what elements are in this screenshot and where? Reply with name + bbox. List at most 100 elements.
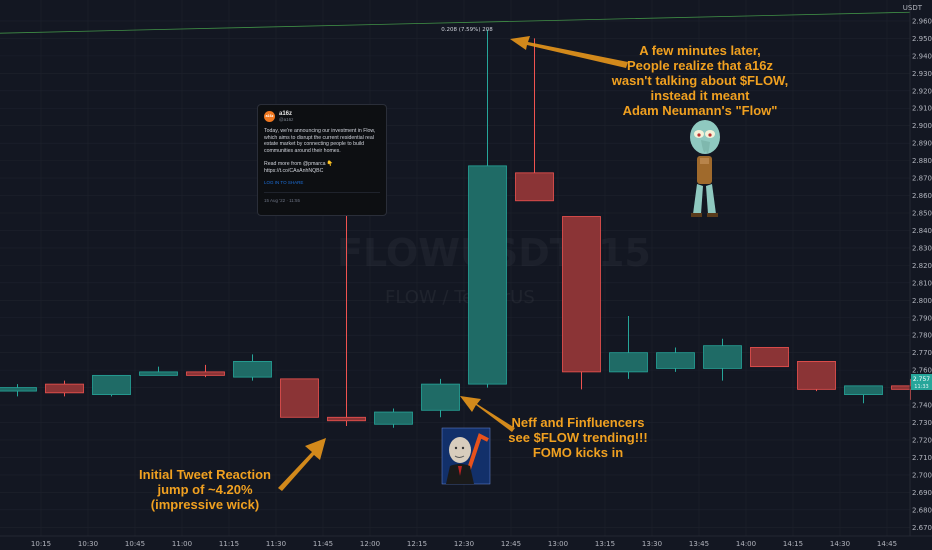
svg-text:(impressive wick): (impressive wick) bbox=[151, 497, 259, 512]
x-tick-label: 10:45 bbox=[125, 540, 145, 548]
x-tick-label: 13:00 bbox=[548, 540, 568, 548]
y-tick-label: 2.770 bbox=[912, 349, 932, 357]
y-tick-label: 2.700 bbox=[912, 471, 932, 479]
x-tick-label: 14:15 bbox=[783, 540, 803, 548]
current-price: 2.757 bbox=[913, 376, 930, 383]
y-tick-label: 2.820 bbox=[912, 262, 932, 270]
stonks-meme-sticker-icon bbox=[441, 427, 491, 485]
x-tick-label: 10:15 bbox=[31, 540, 51, 548]
y-tick-label: 2.940 bbox=[912, 52, 932, 60]
svg-text:wasn't talking about $FLOW,: wasn't talking about $FLOW, bbox=[611, 73, 788, 88]
y-tick-label: 2.710 bbox=[912, 454, 932, 462]
annotation-fomo: Neff and Finfluencers see $FLOW trending… bbox=[508, 415, 647, 460]
candle-body bbox=[750, 347, 789, 368]
y-tick-label: 2.890 bbox=[912, 140, 932, 148]
currency-label: USDT bbox=[903, 4, 923, 12]
svg-text:instead it meant: instead it meant bbox=[651, 88, 751, 103]
squidward-sticker-icon bbox=[690, 120, 720, 217]
y-tick-label: 2.720 bbox=[912, 436, 932, 444]
tweet-date: 15 Aug '22 · 11:55 bbox=[264, 191, 380, 205]
y-tick-label: 2.780 bbox=[912, 332, 932, 340]
x-tick-label: 14:00 bbox=[736, 540, 756, 548]
y-tick-label: 2.830 bbox=[912, 244, 932, 252]
annotation-realization: A few minutes later, People realize that… bbox=[611, 43, 788, 118]
y-tick-label: 2.740 bbox=[912, 402, 932, 410]
x-tick-label: 13:30 bbox=[642, 540, 662, 548]
candle-body bbox=[327, 416, 366, 422]
x-tick-label: 12:45 bbox=[501, 540, 521, 548]
y-tick-label: 2.920 bbox=[912, 87, 932, 95]
candle-body bbox=[280, 378, 319, 418]
y-tick-label: 2.800 bbox=[912, 297, 932, 305]
candle-body bbox=[609, 352, 648, 373]
x-tick-label: 13:45 bbox=[689, 540, 709, 548]
tweet-card: a16z a16z @a16z Today, we're announcing … bbox=[257, 104, 387, 216]
candle-body bbox=[797, 361, 836, 390]
svg-text:see $FLOW trending!!!: see $FLOW trending!!! bbox=[508, 430, 647, 445]
x-tick-label: 14:30 bbox=[830, 540, 850, 548]
y-tick-label: 2.690 bbox=[912, 489, 932, 497]
x-tick-label: 13:15 bbox=[595, 540, 615, 548]
x-tick-label: 14:45 bbox=[877, 540, 897, 548]
candle-body bbox=[0, 387, 37, 392]
annotation-initial-reaction: Initial Tweet Reaction jump of ~4.20% (i… bbox=[139, 467, 271, 512]
x-tick-label: 12:00 bbox=[360, 540, 380, 548]
tweet-share-link[interactable]: LOG IN TO SHARE bbox=[264, 180, 304, 186]
svg-text:Initial Tweet Reaction: Initial Tweet Reaction bbox=[139, 467, 271, 482]
y-tick-label: 2.910 bbox=[912, 105, 932, 113]
tweet-author-handle: @a16z bbox=[279, 117, 294, 122]
y-tick-label: 2.840 bbox=[912, 227, 932, 235]
y-tick-label: 2.680 bbox=[912, 506, 932, 514]
y-tick-label: 2.960 bbox=[912, 17, 932, 25]
candle-body bbox=[233, 361, 272, 378]
tweet-author-name: a16z bbox=[279, 111, 293, 117]
a16z-logo-icon: a16z bbox=[264, 111, 275, 122]
candle-body bbox=[656, 352, 695, 369]
current-time: 11:33 bbox=[914, 384, 928, 390]
svg-text:People realize that a16z: People realize that a16z bbox=[627, 58, 773, 73]
resistance-line bbox=[0, 11, 911, 34]
x-tick-label: 11:15 bbox=[219, 540, 239, 548]
x-tick-label: 12:15 bbox=[407, 540, 427, 548]
x-tick-label: 10:30 bbox=[78, 540, 98, 548]
candle-body bbox=[92, 374, 131, 395]
candles bbox=[0, 29, 930, 428]
chart-watermark-subtitle: FLOW / TetherUS bbox=[385, 287, 535, 308]
tweet-body: Today, we're announcing our investment i… bbox=[264, 128, 376, 174]
x-tick-label: 11:00 bbox=[172, 540, 192, 548]
y-tick-label: 2.850 bbox=[912, 210, 932, 218]
y-tick-label: 2.730 bbox=[912, 419, 932, 427]
candle-body bbox=[515, 172, 554, 202]
candle-body bbox=[186, 371, 225, 376]
y-tick-label: 2.950 bbox=[912, 35, 932, 43]
candle-body bbox=[45, 383, 84, 394]
candle-body bbox=[703, 345, 742, 369]
candle-body bbox=[421, 383, 460, 411]
y-tick-label: 2.880 bbox=[912, 157, 932, 165]
time-axis: 10:15 10:30 10:45 11:00 11:15 11:30 11:45 12:00… bbox=[0, 535, 932, 548]
price-axis: 2.960 2.950 2.940 2.930 2.920 2.910 2.900 2.890… bbox=[909, 0, 932, 536]
y-tick-label: 2.900 bbox=[912, 122, 932, 130]
candle-body bbox=[844, 385, 883, 395]
y-tick-label: 2.810 bbox=[912, 279, 932, 287]
y-tick-label: 2.670 bbox=[912, 524, 932, 532]
x-tick-label: 12:30 bbox=[454, 540, 474, 548]
annotation-arrows bbox=[278, 36, 628, 491]
y-tick-label: 2.870 bbox=[912, 175, 932, 183]
candle-body bbox=[374, 411, 413, 425]
y-tick-label: 2.930 bbox=[912, 70, 932, 78]
candle-body bbox=[139, 371, 178, 376]
x-tick-label: 11:45 bbox=[313, 540, 333, 548]
y-tick-label: 2.860 bbox=[912, 192, 932, 200]
y-tick-label: 2.760 bbox=[912, 367, 932, 375]
svg-text:Adam Neumann's "Flow": Adam Neumann's "Flow" bbox=[623, 103, 778, 118]
x-tick-label: 11:30 bbox=[266, 540, 286, 548]
svg-text:FOMO kicks in: FOMO kicks in bbox=[533, 445, 623, 460]
y-tick-label: 2.790 bbox=[912, 314, 932, 322]
svg-text:jump of ~4.20%: jump of ~4.20% bbox=[157, 482, 253, 497]
svg-text:Neff and Finfluencers: Neff and Finfluencers bbox=[512, 415, 645, 430]
svg-text:A few minutes later,: A few minutes later, bbox=[639, 43, 761, 58]
current-price-tag: 2.757 11:33 bbox=[911, 374, 932, 390]
candle-body bbox=[562, 216, 601, 373]
